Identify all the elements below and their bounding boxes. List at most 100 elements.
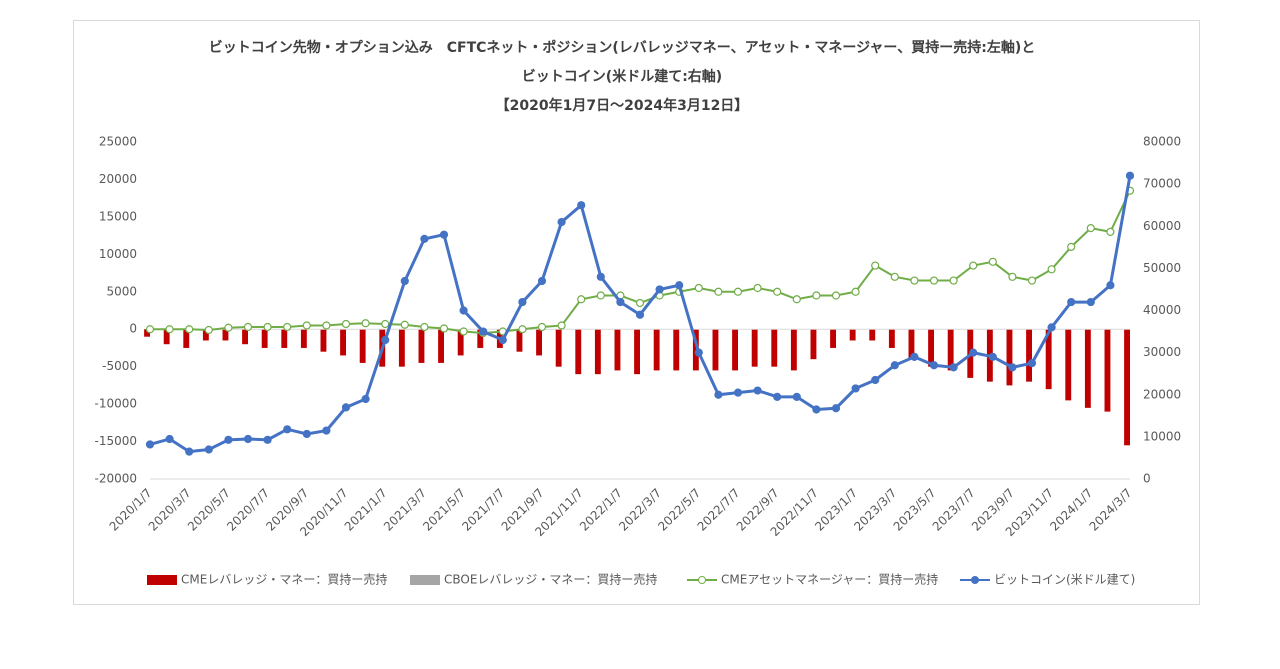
point [145, 440, 155, 449]
bar [653, 329, 660, 371]
bar [340, 329, 346, 356]
y-tick-label: 25000 [99, 135, 137, 149]
point [969, 261, 978, 270]
point [381, 335, 390, 345]
point [596, 272, 605, 281]
point [675, 281, 684, 290]
bar [359, 329, 366, 363]
point [1106, 227, 1115, 236]
y2-tick-label: 0 [1143, 472, 1151, 486]
point [1008, 272, 1017, 281]
point [714, 390, 723, 399]
bar [614, 329, 621, 371]
point [537, 276, 547, 286]
y-tick-label: 20000 [99, 172, 137, 186]
point [1008, 363, 1017, 372]
point [890, 361, 899, 370]
bar [1006, 329, 1013, 386]
bar [281, 329, 288, 348]
bar [594, 329, 601, 375]
point [890, 272, 899, 281]
bar [712, 329, 719, 371]
point [871, 261, 880, 270]
bar [536, 329, 542, 356]
y2-tick-label: 40000 [1143, 303, 1181, 317]
point [812, 405, 821, 414]
point [204, 325, 213, 335]
point [400, 276, 409, 286]
point [753, 386, 762, 395]
point [1067, 242, 1076, 251]
point [812, 291, 821, 300]
point [577, 295, 586, 304]
y-tick-label: -5000 [102, 359, 137, 373]
bar [928, 329, 934, 367]
point [635, 310, 645, 319]
point [302, 429, 311, 439]
bar [398, 329, 405, 367]
point [929, 361, 939, 370]
point [243, 322, 253, 332]
point [733, 388, 743, 397]
point [341, 403, 351, 412]
point [792, 295, 801, 304]
point [557, 321, 566, 330]
point [283, 425, 292, 434]
point [243, 434, 253, 444]
point [400, 320, 409, 329]
point [1047, 265, 1056, 274]
point [1106, 281, 1115, 290]
point [439, 230, 449, 239]
point [949, 363, 958, 372]
bar [751, 329, 758, 367]
bar [732, 329, 738, 371]
y2-tick-label: 30000 [1143, 345, 1181, 359]
point [263, 322, 272, 332]
point [969, 348, 978, 357]
point [204, 445, 213, 454]
bar [830, 329, 836, 348]
point [361, 319, 370, 328]
bar [908, 329, 915, 360]
bar [438, 329, 444, 363]
bar [634, 329, 640, 375]
point [518, 325, 527, 334]
bar [144, 329, 150, 337]
point [949, 276, 958, 285]
bar [477, 329, 484, 348]
bar [1045, 329, 1052, 390]
point [283, 322, 292, 332]
bar [849, 329, 856, 341]
legend-label: CBOEレバレッジ・マネー：買持ー売持 [444, 572, 657, 587]
point [655, 285, 664, 294]
point [910, 352, 919, 361]
point [694, 348, 703, 357]
bar [457, 329, 464, 356]
point [1125, 171, 1135, 180]
bar [1065, 329, 1072, 401]
bar [810, 329, 817, 360]
point [224, 435, 233, 444]
y2-tick-label: 20000 [1143, 387, 1181, 401]
y-tick-label: -10000 [94, 397, 137, 411]
y2-tick-label: 80000 [1143, 135, 1181, 149]
point [420, 234, 429, 243]
point [185, 325, 194, 334]
point [145, 325, 155, 334]
point [831, 291, 841, 300]
bar [1084, 329, 1091, 408]
point [459, 306, 468, 315]
point [635, 298, 645, 308]
bar [575, 329, 582, 375]
point [694, 283, 703, 293]
point [733, 287, 743, 296]
point [831, 404, 841, 413]
y2-tick-label: 60000 [1143, 219, 1181, 233]
y-tick-label: -15000 [94, 434, 137, 448]
point [1086, 297, 1095, 307]
point [753, 283, 762, 293]
point [381, 319, 390, 329]
legend-swatch [147, 575, 177, 585]
point [361, 394, 370, 404]
